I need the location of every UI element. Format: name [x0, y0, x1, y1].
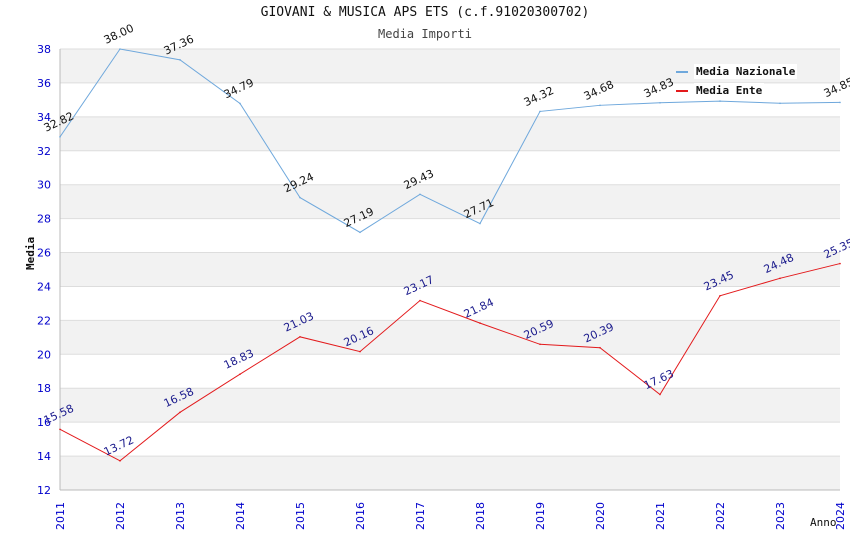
chart-title: GIOVANI & MUSICA APS ETS (c.f.9102030070… [260, 5, 590, 20]
x-tick-label: 2020 [594, 502, 607, 530]
data-point [599, 104, 601, 107]
legend-label-nazionale: Media Nazionale [694, 64, 798, 79]
y-tick-label: 36 [37, 77, 51, 90]
grid-band [60, 320, 840, 355]
y-tick-label: 18 [37, 382, 51, 395]
data-point [599, 346, 601, 349]
x-tick-label: 2016 [354, 502, 367, 530]
data-point [539, 343, 541, 346]
data-point [779, 277, 781, 280]
data-point [119, 48, 121, 50]
legend-swatch-ente [676, 89, 688, 92]
data-point [179, 59, 181, 61]
x-tick-label: 2021 [654, 502, 667, 530]
data-point [239, 373, 241, 375]
series-line-nazionale [59, 48, 841, 233]
x-axis-label: Anno [810, 516, 837, 529]
x-tick-label: 2022 [714, 502, 727, 530]
data-point [779, 102, 781, 105]
data-point [179, 411, 181, 414]
x-tick-label: 2018 [474, 502, 487, 530]
data-point [359, 231, 361, 234]
data-point [719, 294, 721, 297]
y-tick-label: 26 [37, 247, 51, 260]
data-point [839, 262, 841, 265]
data-point [659, 101, 661, 104]
grid-band [60, 456, 840, 490]
y-tick-label: 38 [37, 43, 51, 56]
data-point [59, 136, 61, 138]
series-line-ente [59, 263, 841, 462]
x-tick-label: 2012 [114, 502, 127, 530]
y-tick-label: 20 [37, 348, 51, 361]
data-point [239, 102, 241, 105]
data-point [419, 299, 421, 302]
y-tick-label: 28 [37, 213, 51, 226]
y-tick-label: 24 [37, 280, 51, 293]
legend-item-nazionale: Media Nazionale [676, 62, 808, 81]
data-point [479, 322, 481, 324]
data-point [419, 193, 421, 196]
grid-band [60, 184, 840, 219]
data-point [539, 110, 541, 113]
data-label: 21.84 [462, 296, 496, 321]
y-tick-label: 30 [37, 179, 51, 192]
x-tick-label: 2023 [774, 502, 787, 530]
x-tick-label: 2011 [54, 502, 67, 530]
legend-label-ente: Media Ente [694, 83, 765, 98]
y-tick-label: 12 [37, 484, 51, 497]
grid-band [60, 116, 840, 151]
legend-swatch-nazionale [676, 70, 688, 73]
y-tick-label: 16 [37, 416, 51, 429]
y-axis-label: Media [24, 236, 37, 270]
data-point [119, 460, 121, 462]
grid-band [60, 388, 840, 423]
legend-item-ente: Media Ente [676, 81, 808, 100]
data-point [359, 350, 361, 353]
data-point [59, 428, 61, 431]
x-tick-label: 2017 [414, 502, 427, 530]
x-tick-label: 2015 [294, 502, 307, 530]
data-point [299, 196, 301, 199]
x-tick-label: 2013 [174, 502, 187, 530]
data-point [479, 222, 481, 225]
x-tick-label: 2019 [534, 502, 547, 530]
data-label: 34.32 [522, 84, 556, 109]
data-label: 15.58 [42, 402, 76, 427]
data-point [719, 100, 721, 102]
y-tick-label: 32 [37, 145, 51, 158]
chart-subtitle: Media Importi [378, 27, 472, 41]
y-tick-label: 34 [37, 111, 51, 124]
data-point [839, 101, 841, 104]
data-point [659, 393, 661, 396]
legend: Media Nazionale Media Ente [676, 62, 808, 100]
x-tick-label: 2014 [234, 502, 247, 530]
y-tick-label: 22 [37, 314, 51, 327]
y-tick-label: 14 [37, 450, 51, 463]
grid-band [60, 252, 840, 287]
data-point [299, 336, 301, 338]
data-label: 13.72 [102, 433, 136, 458]
x-tick-label: 2024 [834, 502, 847, 530]
